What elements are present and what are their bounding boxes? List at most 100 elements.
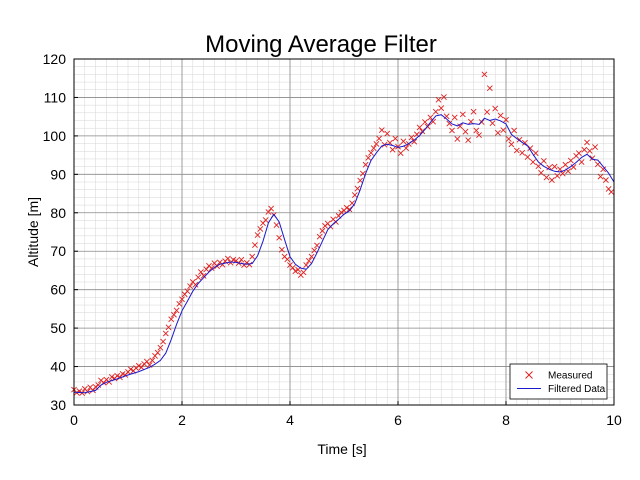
measured-point	[389, 146, 396, 153]
measured-point	[362, 161, 369, 168]
measured-point	[179, 296, 185, 303]
measured-point	[449, 127, 455, 134]
measured-point	[392, 135, 399, 142]
measured-point	[521, 139, 528, 146]
measured-point	[567, 157, 574, 164]
filtered-data-line	[73, 114, 615, 394]
measured-point	[143, 358, 150, 365]
measured-point	[154, 349, 161, 356]
measured-point	[438, 105, 445, 112]
measured-point	[403, 145, 410, 152]
measured-point	[316, 233, 323, 240]
measured-point	[195, 274, 202, 281]
measured-point	[165, 324, 172, 331]
measured-point	[540, 157, 547, 164]
measured-point	[527, 145, 534, 152]
measured-point	[500, 127, 507, 134]
measured-point	[84, 388, 91, 395]
measured-point	[513, 147, 520, 154]
measured-point	[538, 169, 545, 176]
legend-label-filtered: Filtered Data	[548, 384, 606, 395]
measured-point	[578, 159, 585, 165]
measured-point	[187, 283, 194, 290]
measured-point	[586, 147, 593, 154]
measured-point	[408, 134, 415, 141]
measured-point	[114, 372, 121, 379]
measured-point	[416, 124, 423, 131]
y-tick-label: 60	[50, 282, 66, 298]
measured-point	[508, 141, 515, 148]
measured-point	[440, 94, 447, 100]
measured-point	[486, 85, 493, 92]
measured-point	[432, 108, 439, 115]
measured-point	[554, 172, 561, 179]
legend: Measured Filtered Data	[509, 363, 608, 400]
measured-point	[157, 344, 164, 351]
measured-point	[581, 146, 588, 153]
measured-point	[346, 206, 353, 213]
y-tick-label: 120	[43, 51, 67, 67]
y-tick-label: 50	[50, 320, 66, 336]
measured-point	[197, 269, 204, 275]
measured-point	[257, 226, 264, 232]
measured-point	[411, 138, 418, 145]
series-layer	[71, 71, 615, 397]
measured-point	[492, 105, 499, 112]
measured-point	[465, 137, 472, 144]
measured-point	[135, 362, 142, 369]
measured-point	[600, 166, 607, 173]
measured-point	[95, 382, 102, 388]
measured-point	[400, 138, 407, 145]
x-axis-label: Time [s]	[317, 441, 366, 457]
measured-point	[481, 71, 488, 78]
measured-point	[168, 316, 175, 323]
x-tick-label: 4	[286, 412, 294, 428]
measured-point	[470, 108, 477, 115]
x-axis-ticks: 0 2 4 6 8 10	[70, 401, 622, 428]
measured-point	[176, 300, 183, 307]
measured-point	[308, 253, 315, 260]
x-tick-label: 6	[394, 412, 402, 428]
measured-point	[108, 374, 115, 380]
measured-point	[203, 266, 210, 273]
measured-point	[384, 130, 391, 137]
x-tick-label: 8	[502, 412, 510, 428]
y-tick-label: 80	[50, 205, 66, 221]
legend-measured-marker-b	[525, 371, 533, 379]
measured-point	[149, 357, 156, 364]
measured-point	[519, 149, 526, 156]
measured-point	[562, 161, 569, 168]
measured-point	[524, 154, 531, 160]
measured-point	[246, 261, 253, 268]
measured-point	[127, 366, 134, 373]
measured-point	[459, 111, 466, 118]
measured-point	[397, 150, 404, 157]
measured-point	[484, 109, 491, 115]
measured-point	[608, 189, 615, 195]
legend-label-measured: Measured	[548, 371, 592, 382]
measured-point	[454, 136, 461, 142]
measured-point	[278, 246, 285, 253]
y-tick-label: 70	[50, 243, 66, 259]
measured-point	[300, 269, 307, 276]
measured-point	[505, 136, 512, 142]
measured-point	[584, 139, 590, 146]
measured-point	[473, 127, 480, 134]
legend-entry-measured: Measured	[525, 371, 592, 382]
measured-point	[451, 114, 458, 121]
measured-point	[376, 135, 383, 142]
measured-point	[419, 128, 426, 135]
measured-point	[368, 149, 374, 156]
measured-point	[446, 120, 453, 127]
y-tick-label: 40	[50, 359, 66, 375]
measured-point	[427, 114, 434, 121]
measured-point	[602, 177, 609, 184]
measured-point	[184, 288, 191, 295]
measured-point	[497, 112, 504, 119]
measured-point	[430, 118, 437, 125]
plot-frame	[73, 58, 615, 406]
measured-point	[192, 281, 199, 288]
